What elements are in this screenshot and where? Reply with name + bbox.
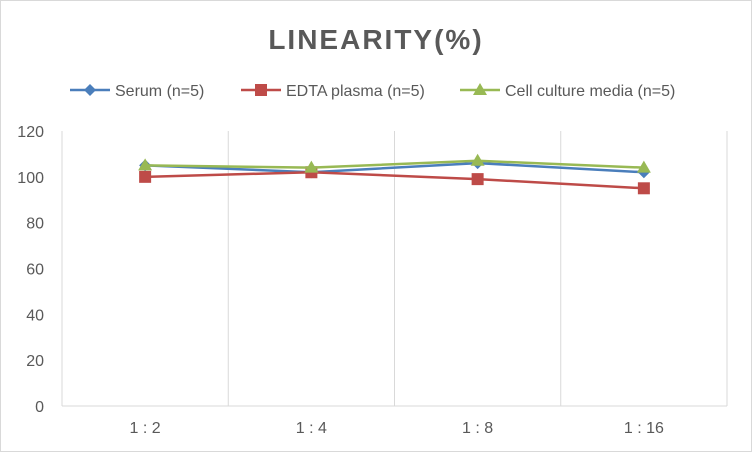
series-layer — [138, 153, 651, 195]
chart-title: LINEARITY(%) — [268, 24, 483, 55]
x-tick-label: 1 : 4 — [296, 420, 327, 437]
series-line — [145, 159, 644, 169]
data-point — [470, 153, 485, 166]
legend-label: Serum (n=5) — [115, 83, 204, 100]
data-point — [255, 84, 267, 96]
data-point — [138, 158, 153, 171]
gridlines — [61, 131, 728, 406]
x-tick-label: 1 : 8 — [462, 420, 493, 437]
series-line — [145, 171, 644, 190]
y-tick-label: 80 — [26, 216, 44, 233]
data-point — [304, 160, 319, 173]
series-line — [145, 161, 644, 174]
data-point — [636, 160, 651, 173]
y-tick-label: 0 — [35, 399, 44, 416]
x-tick-label: 1 : 16 — [624, 420, 664, 437]
legend-item: EDTA plasma (n=5) — [241, 83, 425, 100]
data-point — [471, 173, 484, 186]
legend-item: Serum (n=5) — [70, 83, 204, 100]
data-point — [473, 83, 487, 95]
legend-label: Cell culture media (n=5) — [505, 83, 675, 100]
data-point — [637, 182, 650, 195]
legend: Serum (n=5) EDTA plasma (n=5) Cell culture… — [70, 83, 675, 100]
y-tick-label: 100 — [17, 170, 44, 187]
axes: 0 20 40 60 80 100 120 1 : 2 1 : 4 1 : 8 1 : 16 — [17, 124, 727, 437]
y-tick-label: 120 — [17, 124, 44, 141]
legend-item: Cell culture media (n=5) — [460, 83, 675, 100]
series-2 — [139, 166, 650, 195]
y-tick-label: 40 — [26, 307, 44, 324]
y-tick-label: 20 — [26, 353, 44, 370]
y-tick-label: 60 — [26, 262, 44, 279]
legend-label: EDTA plasma (n=5) — [286, 83, 425, 100]
data-point — [139, 170, 152, 183]
x-tick-label: 1 : 2 — [130, 420, 161, 437]
series-3 — [138, 153, 651, 173]
data-point — [84, 84, 96, 96]
